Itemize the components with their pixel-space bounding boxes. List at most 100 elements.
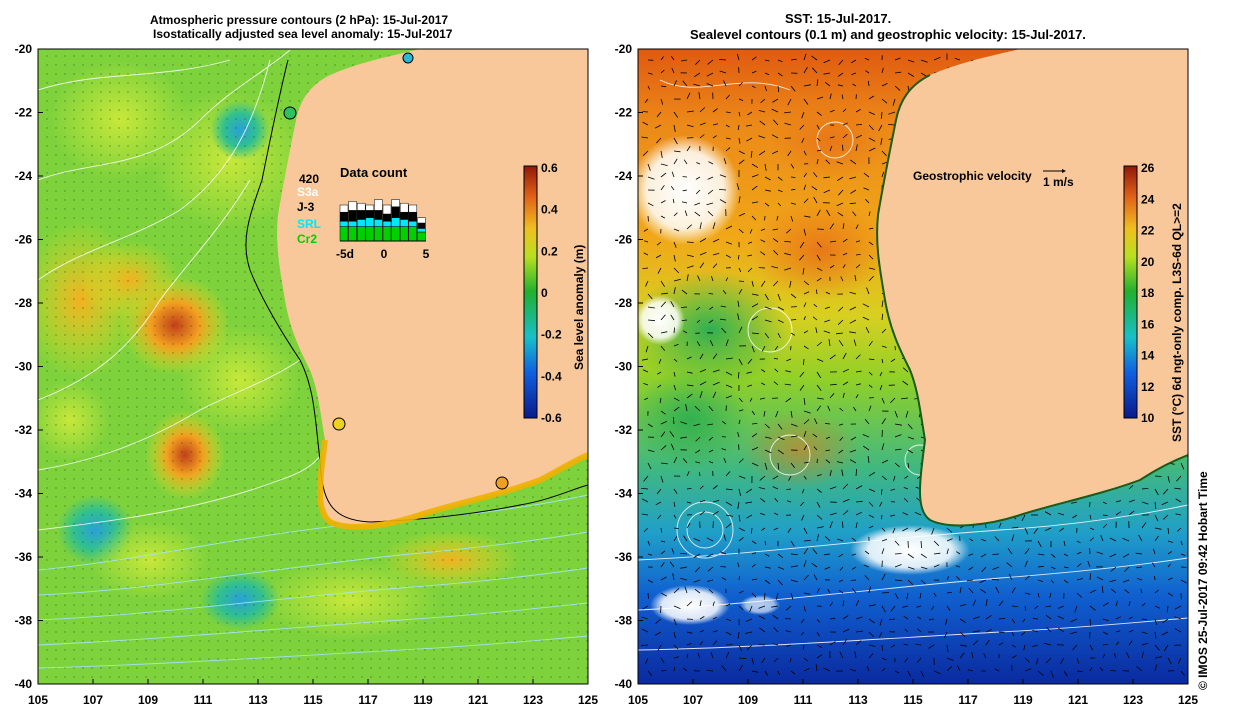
coastal-high-anomaly: [317, 439, 588, 530]
velocity-vector: [764, 462, 768, 470]
velocity-vector: [660, 345, 666, 351]
velocity-vector: [671, 548, 675, 555]
velocity-vector: [803, 184, 807, 191]
velocity-vector: [712, 238, 720, 243]
velocity-vector: [816, 405, 822, 412]
velocity-vector: [738, 575, 741, 581]
velocity-vector: [725, 514, 733, 517]
velocity-vector: [868, 586, 871, 594]
velocity-vector: [1032, 617, 1039, 620]
velocity-vector: [642, 121, 649, 126]
colorbar-tick-label: 24: [1141, 192, 1155, 206]
velocity-vector: [803, 592, 811, 595]
velocity-vector: [759, 475, 766, 481]
velocity-vector: [790, 592, 794, 600]
velocity-vector: [879, 618, 883, 626]
tide-gauge-marker[interactable]: [402, 52, 414, 64]
velocity-vector: [1115, 641, 1120, 646]
velocity-vector: [850, 579, 857, 581]
colorbar-tick-label: 26: [1141, 161, 1155, 175]
velocity-vector: [672, 199, 675, 204]
velocity-vector: [708, 589, 714, 594]
velocity-vector: [868, 211, 871, 217]
velocity-vector: [686, 274, 689, 282]
velocity-vector: [737, 300, 740, 308]
velocity-vector: [842, 133, 848, 139]
velocity-vector: [907, 59, 915, 63]
velocity-vector: [764, 592, 766, 600]
velocity-vector: [816, 124, 820, 130]
velocity-vector: [855, 522, 858, 529]
velocity-vector: [1072, 644, 1078, 651]
velocity-vector: [815, 664, 818, 672]
velocity-vector: [1089, 618, 1091, 626]
velocity-vector: [825, 449, 831, 452]
velocity-vector: [827, 405, 831, 412]
velocity-vector: [760, 228, 766, 231]
velocity-vector: [764, 670, 769, 676]
velocity-vector: [696, 341, 701, 347]
velocity-vector: [686, 124, 694, 128]
sealevel-contour: [676, 501, 734, 559]
velocity-vector: [816, 526, 824, 529]
velocity-vector: [1024, 575, 1030, 581]
velocity-vector: [868, 111, 875, 115]
velocity-vector: [660, 527, 663, 533]
velocity-vector: [842, 392, 845, 399]
velocity-vector: [1045, 657, 1052, 664]
velocity-vector: [849, 668, 857, 672]
velocity-vector: [881, 358, 884, 364]
velocity-vector: [682, 667, 688, 672]
tide-gauge-marker[interactable]: [495, 476, 509, 490]
velocity-vector: [944, 631, 948, 639]
sealevel-contour: [769, 434, 811, 476]
velocity-vector: [1163, 514, 1169, 520]
data-count-bar-segment: [348, 226, 357, 242]
velocity-vector: [737, 631, 740, 639]
colorbar-tick-label: 18: [1141, 286, 1155, 300]
velocity-vector: [800, 501, 805, 507]
velocity-vector: [641, 644, 649, 647]
velocity-vector: [647, 306, 655, 309]
velocity-vector: [1102, 618, 1110, 622]
tide-gauge-marker[interactable]: [283, 106, 297, 120]
velocity-vector: [738, 288, 743, 295]
velocity-vector: [1180, 553, 1186, 556]
velocity-vector: [868, 384, 873, 388]
velocity-vector: [803, 280, 810, 286]
velocity-vector: [643, 383, 649, 386]
velocity-vector: [643, 527, 649, 533]
velocity-vector: [842, 510, 849, 516]
velocity-vector: [998, 522, 1002, 529]
velocity-vector: [644, 98, 649, 103]
tide-gauge-marker[interactable]: [332, 417, 346, 431]
velocity-vector: [790, 565, 798, 568]
velocity-vector: [816, 96, 824, 100]
velocity-vector: [699, 353, 704, 360]
velocity-vector: [680, 566, 688, 569]
velocity-vector: [1177, 527, 1182, 532]
velocity-vector: [894, 670, 900, 674]
velocity-vector: [745, 488, 753, 494]
y-tick-label: -22: [615, 106, 633, 120]
velocity-vector: [641, 513, 649, 516]
velocity-vector: [855, 354, 861, 360]
velocity-vector: [738, 267, 742, 273]
velocity-vector: [894, 448, 902, 451]
velocity-vector: [784, 252, 792, 256]
colorbar-tick-label: -0.6: [541, 411, 562, 425]
velocity-vector: [816, 277, 822, 282]
velocity-vector: [866, 287, 870, 295]
velocity-vector: [881, 488, 883, 495]
velocity-vector: [850, 59, 857, 64]
velocity-vector: [751, 657, 755, 665]
velocity-vector: [776, 215, 779, 221]
velocity-vector: [968, 566, 974, 571]
velocity-vector: [738, 514, 741, 522]
sst-feature: [750, 200, 890, 300]
velocity-vector: [707, 189, 714, 195]
velocity-vector: [777, 553, 783, 559]
velocity-vector: [660, 576, 667, 581]
velocity-vector: [660, 445, 667, 451]
velocity-vector: [855, 144, 858, 152]
